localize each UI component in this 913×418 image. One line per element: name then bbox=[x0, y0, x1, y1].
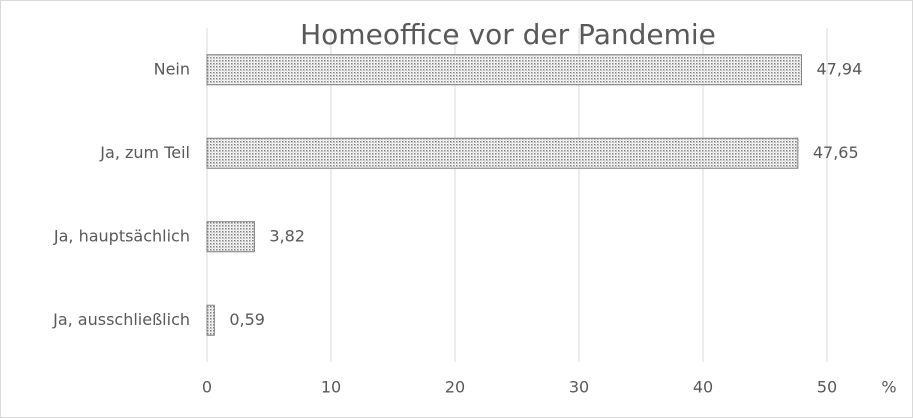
chart-title: Homeoffice vor der Pandemie bbox=[300, 18, 716, 51]
x-tick-label: 10 bbox=[321, 378, 341, 397]
bar bbox=[206, 54, 802, 86]
data-label: 47,94 bbox=[816, 59, 862, 78]
x-tick-label: 50 bbox=[817, 378, 837, 397]
y-tick-label: Nein bbox=[154, 59, 190, 78]
data-label: 3,82 bbox=[269, 226, 305, 245]
x-tick-label: 30 bbox=[569, 378, 589, 397]
x-tick-label: 0 bbox=[202, 378, 212, 397]
bar bbox=[206, 221, 255, 253]
data-label: 0,59 bbox=[229, 310, 265, 329]
bar bbox=[206, 304, 215, 336]
x-tick-label: 40 bbox=[693, 378, 713, 397]
x-axis-label: % bbox=[881, 378, 896, 397]
y-tick-label: Ja, hauptsächlich bbox=[53, 226, 190, 245]
y-tick-label: Ja, ausschließlich bbox=[52, 310, 190, 329]
x-tick-label: 20 bbox=[445, 378, 465, 397]
bar bbox=[206, 137, 799, 169]
y-tick-label: Ja, zum Teil bbox=[99, 143, 190, 162]
data-label: 47,65 bbox=[813, 143, 859, 162]
